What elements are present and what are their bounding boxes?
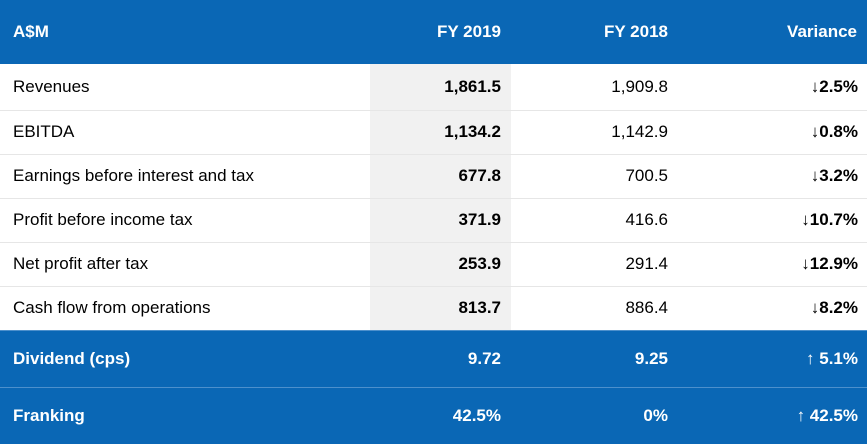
footer-fy2019-value: 9.72 [370, 329, 511, 387]
header-fy2018: FY 2018 [511, 0, 678, 64]
footer-row-franking: Franking 42.5% 0% ↑ 42.5% [0, 386, 867, 444]
table-header-row: A$M FY 2019 FY 2018 Variance [0, 0, 867, 64]
row-fy2019-value: 253.9 [370, 242, 511, 287]
table-row: Net profit after tax 253.9 291.4 ↓12.9% [0, 242, 867, 287]
row-label: Cash flow from operations [13, 298, 211, 317]
header-fy2019: FY 2019 [370, 0, 511, 64]
row-label: Earnings before interest and tax [0, 154, 370, 199]
table-row: Revenues 1,861.5 1,909.8 ↓2.5% [0, 64, 867, 111]
row-variance-value: ↓0.8% [678, 110, 867, 155]
row-variance-value: ↓3.2% [678, 154, 867, 199]
footer-variance-value: ↑ 5.1% [678, 329, 867, 387]
footer-fy2018-value: 0% [511, 386, 678, 444]
row-variance-value: ↓8.2% [810, 298, 858, 317]
row-fy2018-value: 886.4 [625, 298, 668, 317]
footer-variance-value: ↑ 42.5% [678, 386, 867, 444]
header-label: A$M [0, 0, 370, 64]
table-row: Cash flow from operations 813.7 886.4 ↓8… [0, 286, 867, 330]
header-variance: Variance [678, 0, 867, 64]
row-fy2018-value: 1,909.8 [511, 64, 678, 111]
row-variance-value: ↓2.5% [678, 64, 867, 111]
row-fy2019-value: 1,134.2 [370, 110, 511, 155]
row-fy2019-value: 1,861.5 [370, 64, 511, 111]
footer-fy2018-value: 9.25 [511, 329, 678, 387]
row-label: Revenues [0, 64, 370, 111]
footer-fy2019-value: 42.5% [370, 386, 511, 444]
table-row: Earnings before interest and tax 677.8 7… [0, 154, 867, 199]
row-label: EBITDA [0, 110, 370, 155]
footer-label: Franking [0, 386, 370, 444]
table-row: Profit before income tax 371.9 416.6 ↓10… [0, 198, 867, 243]
row-fy2019-value: 677.8 [370, 154, 511, 199]
row-label: Profit before income tax [0, 198, 370, 243]
footer-label: Dividend (cps) [0, 329, 370, 387]
row-fy2019-value: 371.9 [370, 198, 511, 243]
row-fy2018-value: 416.6 [511, 198, 678, 243]
table-row: EBITDA 1,134.2 1,142.9 ↓0.8% [0, 110, 867, 155]
footer-row-dividend: Dividend (cps) 9.72 9.25 ↑ 5.1% [0, 329, 867, 387]
row-fy2018-value: 1,142.9 [511, 110, 678, 155]
row-variance-value: ↓10.7% [678, 198, 867, 243]
row-fy2018-value: 291.4 [511, 242, 678, 287]
row-label: Net profit after tax [0, 242, 370, 287]
row-fy2019-value: 813.7 [370, 286, 511, 330]
row-variance-value: ↓12.9% [678, 242, 867, 287]
row-fy2018-value: 700.5 [511, 154, 678, 199]
